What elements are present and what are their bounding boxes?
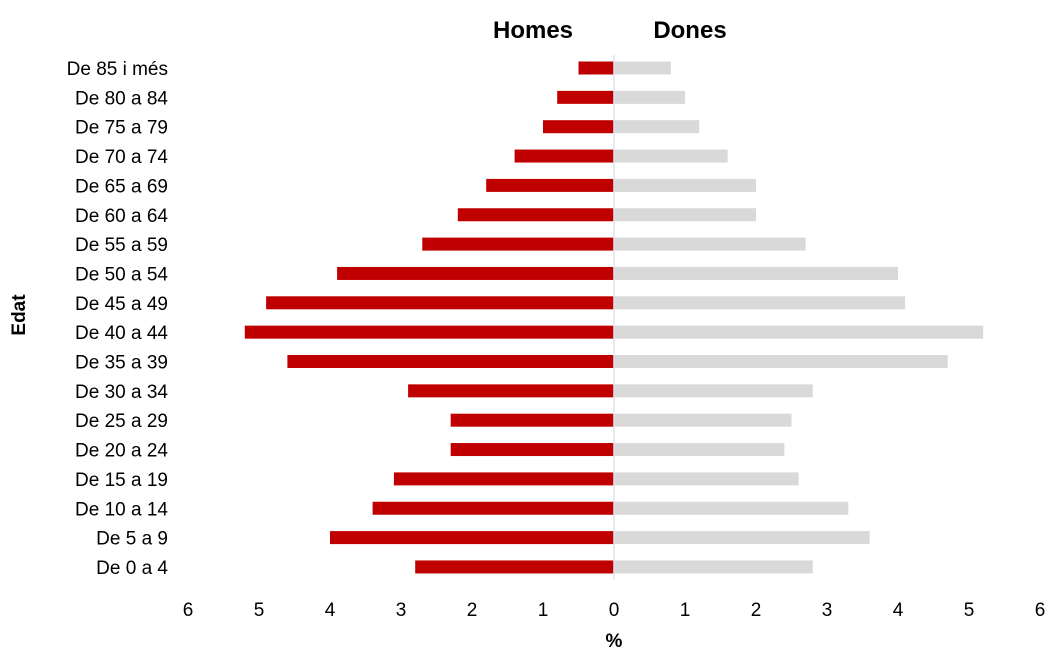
category-label: De 75 a 79 bbox=[75, 118, 168, 139]
bar-dones bbox=[614, 531, 870, 545]
bars-layer bbox=[244, 55, 984, 580]
bar-homes bbox=[287, 355, 614, 368]
category-labels-layer: De 85 i més De 80 a 84 De 75 a 79 De 70 a 7… bbox=[67, 59, 169, 579]
x-tick-label: 5 bbox=[964, 600, 975, 621]
bar-dones bbox=[614, 178, 756, 192]
bar-homes bbox=[393, 472, 614, 486]
bar-dones bbox=[614, 472, 799, 486]
category-label: De 25 a 29 bbox=[75, 411, 168, 432]
x-tick-label: 3 bbox=[396, 600, 407, 621]
bar-homes bbox=[450, 413, 614, 427]
category-label: De 10 a 14 bbox=[75, 499, 168, 520]
x-tick-label: 4 bbox=[325, 600, 336, 621]
bar-dones bbox=[614, 413, 792, 427]
category-label: De 55 a 59 bbox=[75, 235, 168, 256]
x-tick-label: 2 bbox=[467, 600, 478, 621]
x-tick-label: 0 bbox=[609, 600, 620, 621]
bar-dones bbox=[614, 90, 685, 104]
bar-homes bbox=[337, 266, 614, 280]
category-label: De 40 a 44 bbox=[75, 323, 168, 344]
bar-homes bbox=[557, 90, 614, 104]
category-label: De 0 a 4 bbox=[96, 558, 168, 579]
bar-dones bbox=[614, 443, 785, 457]
bar-dones bbox=[614, 237, 806, 251]
header-dones: Dones bbox=[653, 17, 726, 44]
category-label: De 85 i més bbox=[67, 59, 168, 80]
bar-homes bbox=[514, 149, 614, 163]
category-label: De 35 a 39 bbox=[75, 353, 168, 374]
x-tick-label: 6 bbox=[1035, 600, 1046, 621]
bar-dones bbox=[614, 325, 984, 339]
bar-dones bbox=[614, 296, 906, 310]
bar-dones bbox=[614, 501, 849, 515]
x-tick-label: 3 bbox=[822, 600, 833, 621]
category-label: De 80 a 84 bbox=[75, 88, 168, 109]
bar-homes bbox=[408, 384, 614, 398]
x-tick-label: 4 bbox=[893, 600, 904, 621]
bar-dones bbox=[614, 560, 813, 574]
bar-homes bbox=[543, 120, 614, 134]
bar-homes bbox=[244, 325, 615, 339]
y-axis-title: Edat bbox=[9, 294, 30, 336]
x-axis-title: % bbox=[606, 631, 623, 649]
bar-homes bbox=[578, 61, 614, 75]
bar-dones bbox=[614, 61, 671, 75]
bar-homes bbox=[266, 296, 614, 310]
bar-homes bbox=[486, 178, 614, 192]
bar-homes bbox=[372, 501, 614, 515]
category-label: De 60 a 64 bbox=[75, 206, 168, 227]
category-label: De 50 a 54 bbox=[75, 264, 168, 285]
bar-dones bbox=[614, 120, 700, 134]
bar-dones bbox=[614, 208, 756, 222]
bar-homes bbox=[330, 531, 614, 545]
category-label: De 65 a 69 bbox=[75, 176, 168, 197]
bar-homes bbox=[457, 208, 614, 222]
category-label: De 5 a 9 bbox=[96, 529, 168, 550]
category-label: De 70 a 74 bbox=[75, 147, 168, 168]
header-homes: Homes bbox=[493, 17, 573, 44]
x-tick-label: 6 bbox=[183, 600, 194, 621]
x-tick-label: 1 bbox=[680, 600, 691, 621]
bar-dones bbox=[614, 384, 813, 398]
bar-dones bbox=[614, 355, 948, 368]
category-label: De 20 a 24 bbox=[75, 441, 168, 462]
category-label: De 15 a 19 bbox=[75, 470, 168, 491]
x-tick-label: 1 bbox=[538, 600, 549, 621]
x-tick-label: 5 bbox=[254, 600, 265, 621]
tick-labels-layer: 6 5 4 3 2 1 0 1 2 3 4 5 6 bbox=[183, 600, 1046, 621]
bar-homes bbox=[415, 560, 614, 574]
bar-dones bbox=[614, 266, 898, 280]
bar-dones bbox=[614, 149, 728, 163]
bar-homes bbox=[450, 443, 614, 457]
category-label: De 45 a 49 bbox=[75, 294, 168, 315]
category-label: De 30 a 34 bbox=[75, 382, 168, 403]
x-tick-label: 2 bbox=[751, 600, 762, 621]
bar-homes bbox=[422, 237, 614, 251]
